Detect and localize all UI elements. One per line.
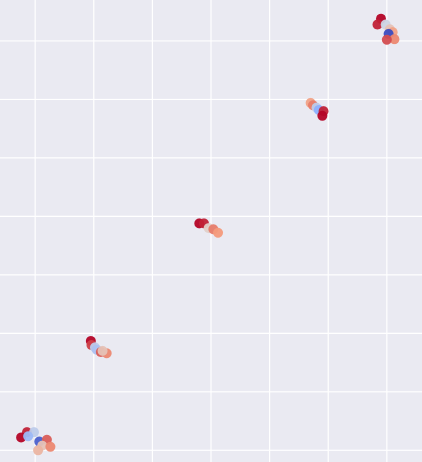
- scatter-point: [23, 431, 34, 442]
- scatter-point: [33, 445, 44, 456]
- scatter-point: [317, 110, 328, 121]
- scatter-point: [213, 227, 224, 238]
- scatter-point: [381, 34, 392, 45]
- scatter-point: [389, 34, 400, 45]
- scatter-point: [45, 441, 56, 452]
- scatter-point: [97, 345, 108, 356]
- scatter-point: [372, 19, 383, 30]
- data-points: [16, 13, 400, 456]
